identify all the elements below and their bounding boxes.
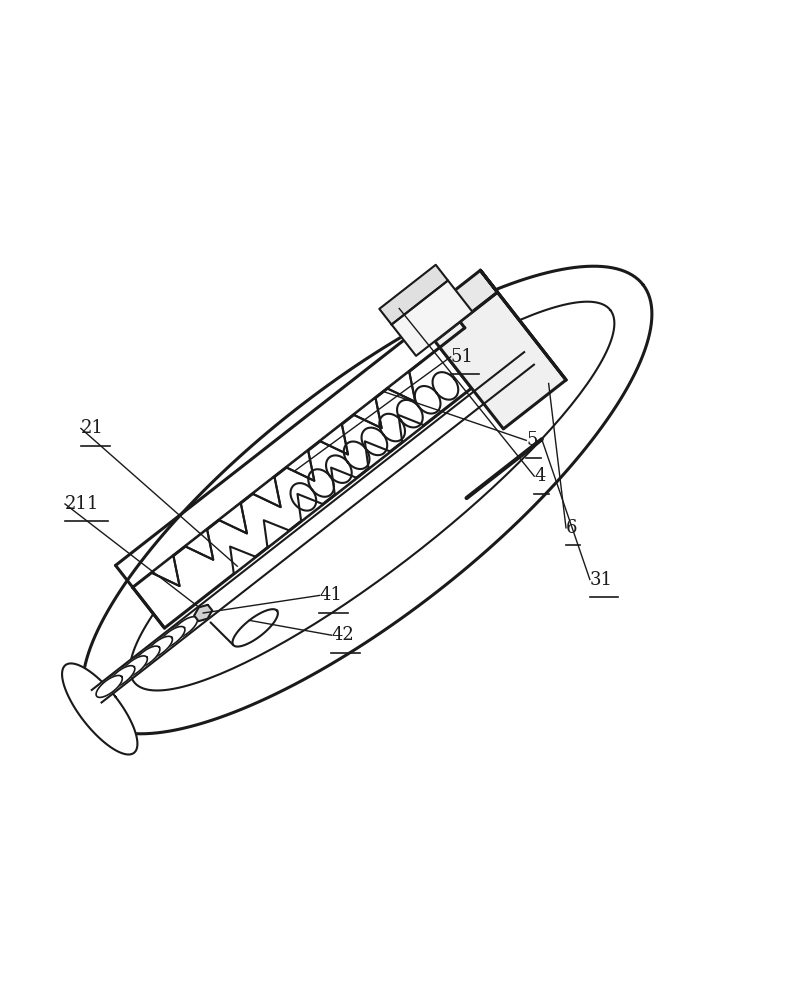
Text: 6: 6 bbox=[566, 519, 578, 537]
Polygon shape bbox=[320, 415, 354, 454]
Polygon shape bbox=[230, 547, 267, 574]
Polygon shape bbox=[331, 468, 369, 495]
Polygon shape bbox=[185, 520, 219, 560]
Polygon shape bbox=[146, 636, 172, 658]
Polygon shape bbox=[96, 675, 122, 697]
Polygon shape bbox=[152, 546, 185, 586]
Text: 41: 41 bbox=[319, 586, 342, 604]
Polygon shape bbox=[387, 362, 421, 402]
Polygon shape bbox=[194, 605, 212, 621]
Polygon shape bbox=[379, 265, 448, 325]
Polygon shape bbox=[132, 347, 472, 628]
Polygon shape bbox=[121, 656, 148, 678]
Polygon shape bbox=[62, 663, 137, 754]
Text: 5: 5 bbox=[526, 431, 538, 449]
Polygon shape bbox=[286, 441, 320, 481]
Polygon shape bbox=[354, 388, 387, 428]
Polygon shape bbox=[232, 609, 278, 647]
Polygon shape bbox=[264, 520, 301, 548]
Polygon shape bbox=[109, 666, 135, 688]
Polygon shape bbox=[398, 415, 436, 442]
Polygon shape bbox=[417, 270, 497, 341]
Polygon shape bbox=[219, 494, 252, 533]
Polygon shape bbox=[435, 292, 566, 429]
Text: 51: 51 bbox=[451, 348, 473, 366]
Text: 31: 31 bbox=[590, 571, 613, 589]
Polygon shape bbox=[159, 626, 185, 648]
Polygon shape bbox=[172, 617, 197, 639]
Text: 21: 21 bbox=[81, 419, 104, 437]
Polygon shape bbox=[365, 441, 402, 469]
Text: 4: 4 bbox=[534, 467, 546, 485]
Polygon shape bbox=[252, 467, 286, 507]
Polygon shape bbox=[82, 266, 652, 734]
Polygon shape bbox=[298, 494, 335, 521]
Polygon shape bbox=[133, 646, 160, 668]
Text: 211: 211 bbox=[65, 495, 100, 513]
Polygon shape bbox=[392, 280, 472, 356]
Text: 42: 42 bbox=[331, 626, 354, 644]
